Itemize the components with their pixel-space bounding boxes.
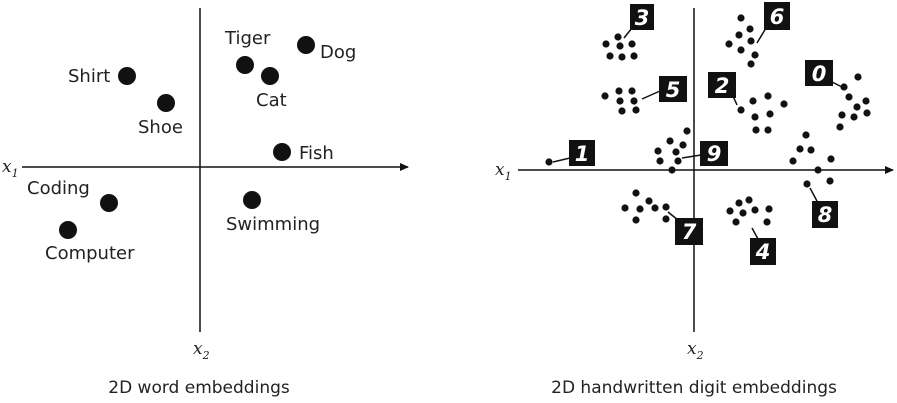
digit-cluster-7: 7 xyxy=(621,189,703,245)
word-point-swimming xyxy=(243,191,261,209)
word-label-shirt: Shirt xyxy=(68,66,110,87)
digit-cluster-6: 6 xyxy=(725,2,790,68)
digit-tag-2: 2 xyxy=(715,74,730,98)
digit-cluster-3: 3 xyxy=(602,4,654,61)
digit-panel-caption: 2D handwritten digit embeddings xyxy=(551,378,837,398)
digit-tag-4: 4 xyxy=(755,240,771,264)
digit-cluster-4: 4 xyxy=(726,196,776,265)
digit-cluster-1: 1 xyxy=(545,140,595,166)
word-point-dog xyxy=(297,36,315,54)
word-label-tiger: Tiger xyxy=(224,28,271,49)
digit-tag-5: 5 xyxy=(666,78,681,102)
word-label-coding: Coding xyxy=(27,178,90,199)
digit-cluster-5: 5 xyxy=(601,76,687,115)
digit-tag-6: 6 xyxy=(770,5,785,29)
word-point-fish xyxy=(273,143,291,161)
word-label-dog: Dog xyxy=(320,42,356,63)
word-panel-caption: 2D word embeddings xyxy=(108,378,290,398)
digit-tag-9: 9 xyxy=(707,142,722,166)
digit-tag-1: 1 xyxy=(575,142,590,166)
digit-tag-8: 8 xyxy=(818,203,833,227)
word-label-shoe: Shoe xyxy=(138,117,183,138)
word-y-axis-label: x2 xyxy=(193,339,210,362)
word-embeddings-panel: x1 x2 Shirt Shoe Tiger Cat Dog Fish Codi… xyxy=(2,8,409,398)
digit-cluster-2: 2 xyxy=(708,72,788,134)
digit-y-axis-label: x2 xyxy=(687,339,704,362)
digit-cluster-9: 9 xyxy=(654,127,728,174)
word-label-cat: Cat xyxy=(256,90,287,111)
word-label-swimming: Swimming xyxy=(226,214,320,235)
word-label-computer: Computer xyxy=(45,243,135,264)
word-label-fish: Fish xyxy=(299,143,334,164)
word-point-computer xyxy=(59,221,77,239)
digit-cluster-0: 0 xyxy=(805,60,871,131)
word-point-coding xyxy=(100,194,118,212)
word-point-cat xyxy=(261,67,279,85)
word-x-axis-label: x1 xyxy=(2,157,19,180)
word-point-tiger xyxy=(236,56,254,74)
digit-cluster-8: 8 xyxy=(789,131,838,228)
digit-embeddings-panel: x1 x2 3 6 5 xyxy=(495,2,894,398)
digit-tag-0: 0 xyxy=(812,62,827,86)
digit-tag-3: 3 xyxy=(635,6,650,30)
digit-x-axis-label: x1 xyxy=(495,160,512,183)
word-point-shoe xyxy=(157,94,175,112)
word-point-shirt xyxy=(118,67,136,85)
digit-tag-7: 7 xyxy=(682,220,697,244)
